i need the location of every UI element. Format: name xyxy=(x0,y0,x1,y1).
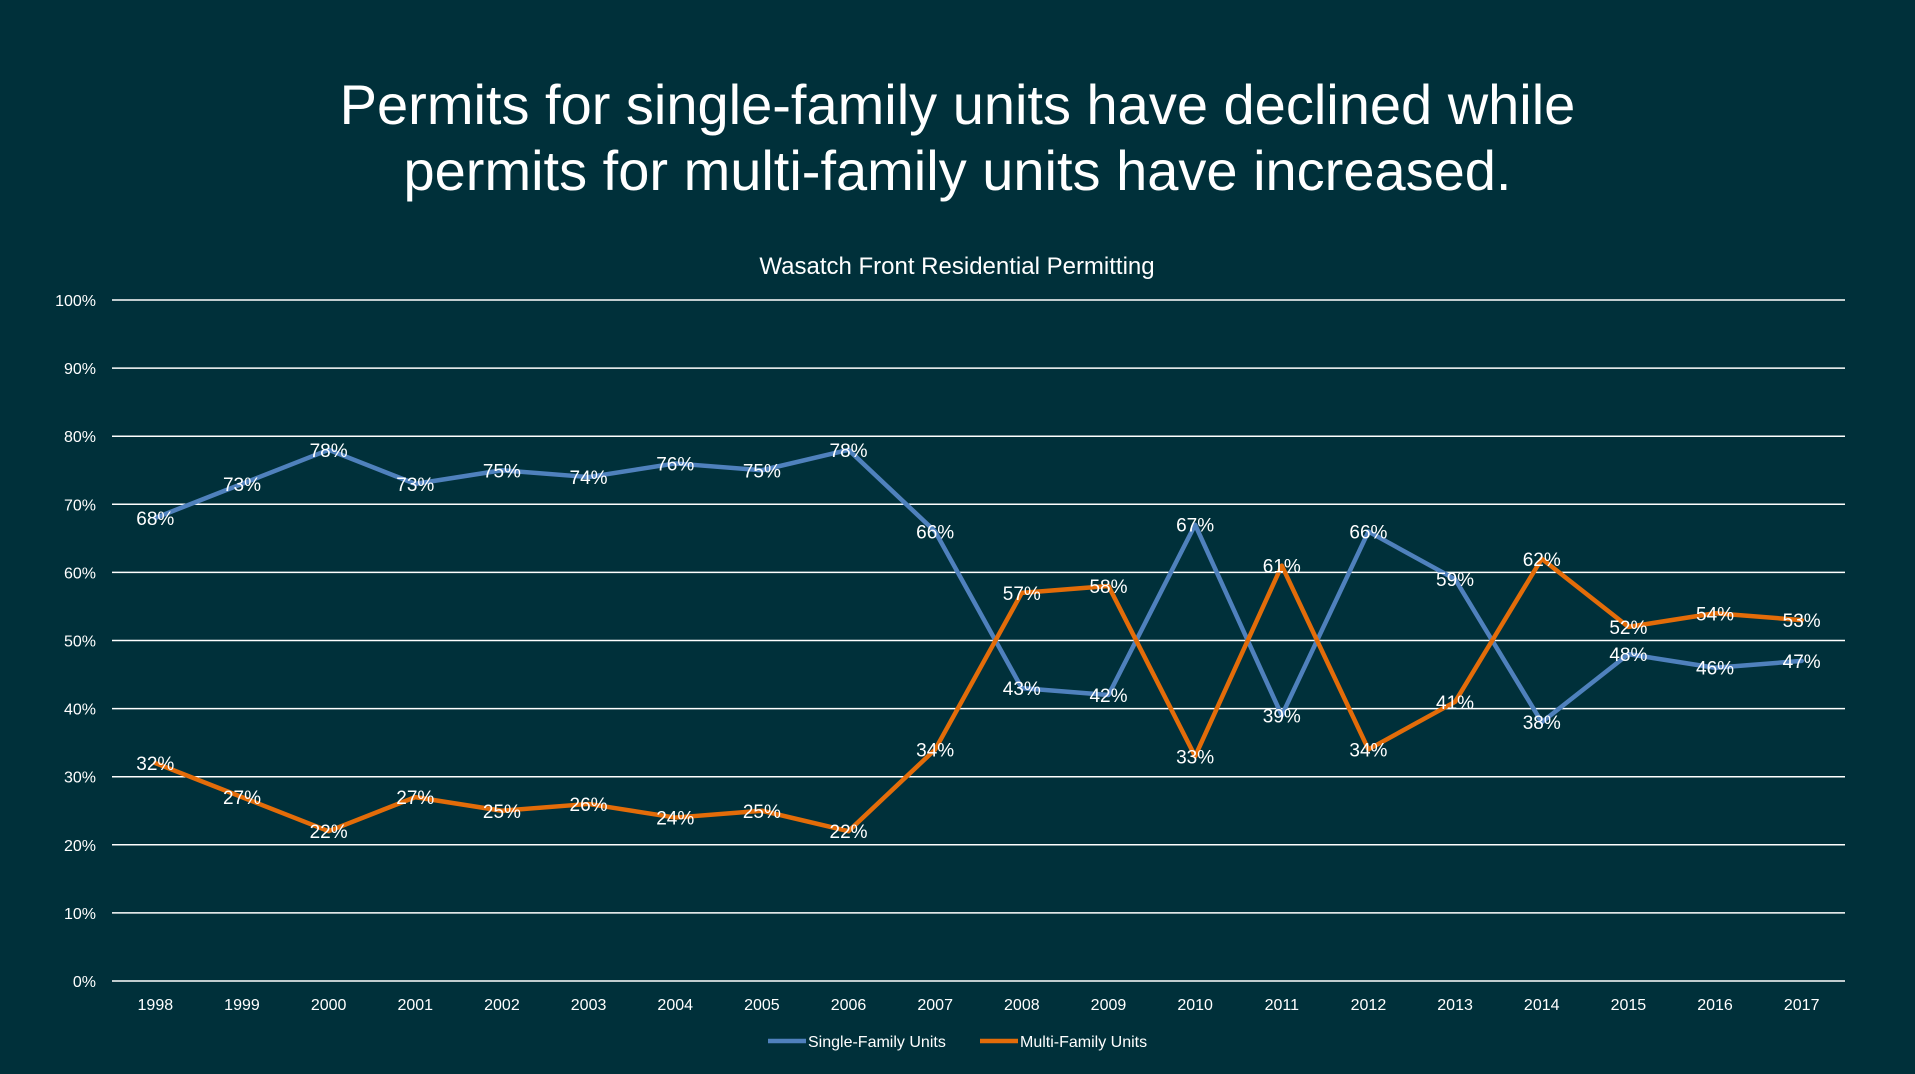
x-tick-label: 2001 xyxy=(397,997,433,1014)
data-labels: 68% 73% 78% 73% 75% 74% 76% 75% 78% 66% 43% 42% 67% 3… xyxy=(136,441,1820,843)
data-label: 62% xyxy=(1523,550,1561,571)
data-label: 27% xyxy=(223,788,261,809)
x-tick-label: 2013 xyxy=(1437,997,1473,1014)
y-tick-label: 100% xyxy=(55,293,96,310)
x-tick-label: 2004 xyxy=(657,997,693,1014)
data-label: 74% xyxy=(570,468,608,489)
x-tick-label: 2014 xyxy=(1524,997,1560,1014)
data-label: 27% xyxy=(396,788,434,809)
data-label: 61% xyxy=(1263,557,1301,578)
y-tick-label: 40% xyxy=(64,702,96,719)
data-label: 42% xyxy=(1089,686,1127,707)
x-tick-label: 2009 xyxy=(1091,997,1127,1014)
x-tick-label: 2015 xyxy=(1611,997,1647,1014)
data-label: 43% xyxy=(1003,679,1041,700)
data-label: 48% xyxy=(1609,645,1647,666)
gridlines xyxy=(112,299,1845,982)
data-label: 34% xyxy=(1349,740,1387,761)
data-label: 76% xyxy=(656,454,694,475)
legend: Single-Family Units Multi-Family Units xyxy=(768,1034,1147,1051)
x-axis-ticks: 1998 1999 2000 2001 2002 2003 2004 2005 2006 2007… xyxy=(138,997,1820,1014)
data-label: 33% xyxy=(1176,747,1214,768)
x-tick-label: 1998 xyxy=(138,997,174,1014)
data-label: 22% xyxy=(310,822,348,843)
legend-label: Single-Family Units xyxy=(808,1034,946,1051)
slide-title-line-1: Permits for single-family units have dec… xyxy=(339,73,1576,136)
data-label: 53% xyxy=(1783,611,1821,632)
x-tick-label: 2016 xyxy=(1697,997,1733,1014)
x-tick-label: 2010 xyxy=(1177,997,1213,1014)
data-label: 78% xyxy=(830,441,868,462)
data-label: 66% xyxy=(1349,523,1387,544)
data-label: 67% xyxy=(1176,516,1214,537)
data-label: 32% xyxy=(136,754,174,775)
x-tick-label: 2008 xyxy=(1004,997,1040,1014)
data-label: 54% xyxy=(1696,604,1734,625)
y-tick-label: 20% xyxy=(64,838,96,855)
data-label: 24% xyxy=(656,809,694,830)
slide-title-line-2: permits for multi-family units have incr… xyxy=(403,139,1512,202)
data-label: 34% xyxy=(916,740,954,761)
data-label: 75% xyxy=(743,461,781,482)
series-line-multi-family xyxy=(153,556,1804,834)
y-tick-label: 80% xyxy=(64,429,96,446)
x-tick-label: 2011 xyxy=(1265,997,1300,1014)
y-tick-label: 50% xyxy=(64,634,96,651)
y-tick-label: 60% xyxy=(64,565,96,582)
legend-label: Multi-Family Units xyxy=(1020,1034,1147,1051)
chart-title: Wasatch Front Residential Permitting xyxy=(759,253,1154,280)
series-line-single-family xyxy=(153,447,1804,725)
data-label: 73% xyxy=(396,475,434,496)
data-label: 52% xyxy=(1609,618,1647,639)
y-tick-label: 10% xyxy=(64,906,96,923)
data-label: 47% xyxy=(1783,652,1821,673)
y-axis-ticks: 0% 10% 20% 30% 40% 50% 60% 70% 80% 90% 100% xyxy=(55,293,96,991)
data-label: 73% xyxy=(223,475,261,496)
y-tick-label: 0% xyxy=(73,974,96,991)
data-label: 26% xyxy=(570,795,608,816)
data-label: 57% xyxy=(1003,584,1041,605)
data-label: 39% xyxy=(1263,706,1301,727)
slide-title: Permits for single-family units have dec… xyxy=(0,72,1915,204)
y-tick-label: 70% xyxy=(64,497,96,514)
data-label: 25% xyxy=(743,802,781,823)
data-label: 38% xyxy=(1523,713,1561,734)
data-label: 66% xyxy=(916,523,954,544)
data-label: 59% xyxy=(1436,570,1474,591)
x-tick-label: 2000 xyxy=(311,997,347,1014)
x-tick-label: 2007 xyxy=(917,997,953,1014)
x-tick-label: 2006 xyxy=(831,997,867,1014)
x-tick-label: 1999 xyxy=(224,997,260,1014)
y-tick-label: 30% xyxy=(64,770,96,787)
x-tick-label: 2002 xyxy=(484,997,520,1014)
data-label: 46% xyxy=(1696,659,1734,680)
x-tick-label: 2017 xyxy=(1784,997,1820,1014)
data-label: 68% xyxy=(136,509,174,530)
data-label: 75% xyxy=(483,461,521,482)
data-label: 78% xyxy=(310,441,348,462)
data-label: 58% xyxy=(1089,577,1127,598)
data-label: 22% xyxy=(830,822,868,843)
series-lines xyxy=(153,447,1804,834)
x-tick-label: 2012 xyxy=(1351,997,1387,1014)
y-tick-label: 90% xyxy=(64,361,96,378)
data-label: 41% xyxy=(1436,693,1474,714)
x-tick-label: 2005 xyxy=(744,997,780,1014)
x-tick-label: 2003 xyxy=(571,997,607,1014)
data-label: 25% xyxy=(483,802,521,823)
